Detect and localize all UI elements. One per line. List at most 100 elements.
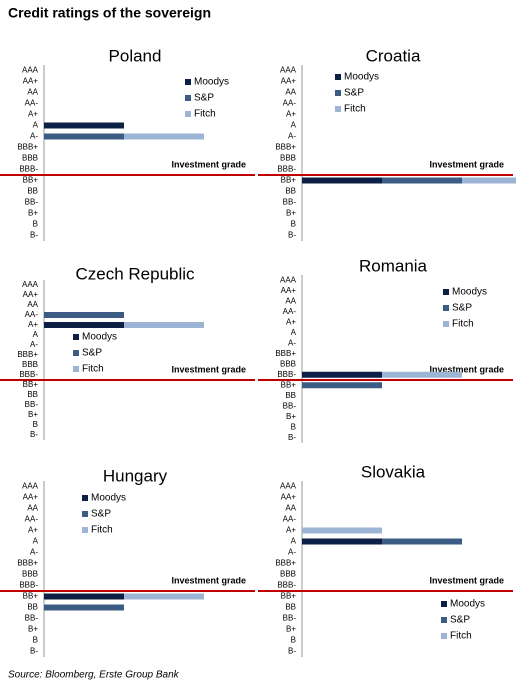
y-tick-label: B- — [288, 231, 296, 240]
panel-title: Czech Republic — [75, 264, 195, 283]
legend-swatch — [335, 106, 341, 112]
y-tick-label: B+ — [28, 625, 38, 634]
y-tick-label: BBB+ — [17, 143, 38, 152]
y-tick-label: BBB- — [277, 370, 296, 379]
y-tick-label: AAA — [280, 275, 297, 284]
y-tick-label: AA — [285, 296, 296, 305]
bar-segment — [124, 593, 204, 600]
bar-segment — [382, 371, 462, 378]
y-tick-label: A- — [288, 338, 296, 347]
y-tick-label: A — [291, 537, 297, 546]
y-tick-label: BB+ — [23, 592, 39, 601]
legend-label: Moodys — [82, 332, 117, 343]
y-tick-label: A- — [30, 340, 38, 349]
y-tick-label: A+ — [286, 110, 296, 119]
y-tick-label: AA- — [283, 99, 297, 108]
panel-title: Romania — [359, 256, 428, 275]
y-tick-label: AAA — [280, 66, 297, 75]
bar-segment — [44, 593, 124, 600]
y-tick-label: B — [33, 220, 38, 229]
legend-swatch — [441, 633, 447, 639]
y-tick-label: BBB — [22, 360, 38, 369]
y-tick-label: AA- — [25, 99, 39, 108]
legend-swatch — [82, 495, 88, 501]
legend-swatch — [82, 527, 88, 533]
legend-label: Fitch — [452, 319, 474, 330]
y-tick-label: BB — [27, 187, 38, 196]
y-tick-label: AA+ — [23, 290, 39, 299]
legend-swatch — [335, 90, 341, 96]
y-tick-label: BB — [285, 603, 296, 612]
bar-segment — [44, 322, 124, 328]
y-tick-label: AA+ — [281, 493, 297, 502]
y-tick-label: AA — [27, 504, 38, 513]
y-tick-label: B- — [30, 231, 38, 240]
y-tick-label: BBB — [280, 359, 296, 368]
y-tick-label: BBB+ — [275, 143, 296, 152]
legend-swatch — [441, 617, 447, 623]
y-tick-label: AAA — [22, 280, 39, 289]
source: Source: Bloomberg, Erste Group Bank — [8, 670, 180, 681]
y-tick-label: BBB+ — [275, 559, 296, 568]
legend-label: Fitch — [450, 631, 472, 642]
y-tick-label: BBB- — [19, 581, 38, 590]
legend-label: S&P — [91, 509, 111, 520]
legend-swatch — [443, 305, 449, 311]
y-tick-label: BBB- — [277, 581, 296, 590]
y-tick-label: AA- — [25, 515, 39, 524]
bar-segment — [302, 382, 382, 389]
y-tick-label: BBB — [280, 154, 296, 163]
annotation: Investment grade — [429, 364, 504, 374]
y-tick-label: AA — [285, 504, 296, 513]
y-tick-label: BB — [27, 603, 38, 612]
y-tick-label: AAA — [22, 66, 39, 75]
y-tick-label: AA+ — [23, 493, 39, 502]
y-tick-label: BBB — [22, 570, 38, 579]
y-tick-label: BBB — [280, 570, 296, 579]
y-tick-label: B+ — [28, 410, 38, 419]
y-tick-label: A+ — [28, 526, 38, 535]
y-tick-label: A- — [288, 132, 296, 141]
y-tick-label: B- — [30, 430, 38, 439]
legend-swatch — [185, 95, 191, 101]
y-tick-label: B — [291, 636, 296, 645]
y-tick-label: B — [291, 422, 296, 431]
y-tick-label: B- — [288, 647, 296, 656]
bar-segment — [44, 604, 124, 611]
bar-segment — [124, 322, 204, 328]
legend-label: Moodys — [344, 72, 379, 83]
y-tick-label: A- — [288, 548, 296, 557]
y-tick-label: A — [291, 121, 297, 130]
legend-swatch — [443, 289, 449, 295]
y-tick-label: B — [33, 420, 38, 429]
y-tick-label: B+ — [28, 209, 38, 218]
y-tick-label: BB- — [25, 400, 39, 409]
y-tick-label: A+ — [28, 110, 38, 119]
y-tick-label: BBB — [22, 154, 38, 163]
y-tick-label: AA+ — [23, 77, 39, 86]
y-tick-label: A+ — [286, 317, 296, 326]
panel-title: Poland — [109, 46, 162, 65]
y-tick-label: BB — [285, 187, 296, 196]
y-tick-label: B — [291, 220, 296, 229]
y-tick-label: B- — [288, 433, 296, 442]
annotation: Investment grade — [171, 575, 246, 585]
y-tick-label: BB- — [283, 198, 297, 207]
panel-title: Hungary — [103, 466, 168, 485]
legend-label: Moodys — [450, 599, 485, 610]
legend-swatch — [185, 111, 191, 117]
y-tick-label: A — [33, 537, 39, 546]
legend-swatch — [82, 511, 88, 517]
y-tick-label: AA- — [283, 307, 297, 316]
y-tick-label: A — [291, 328, 297, 337]
legend-label: S&P — [194, 93, 214, 104]
y-tick-label: B+ — [286, 625, 296, 634]
y-tick-label: AA- — [25, 310, 39, 319]
bar-segment — [462, 177, 516, 184]
annotation: Investment grade — [429, 575, 504, 585]
y-tick-label: B+ — [286, 412, 296, 421]
legend-label: Fitch — [344, 104, 366, 115]
page-title: Credit ratings of the sovereign — [8, 5, 211, 21]
y-tick-label: AAA — [280, 482, 297, 491]
